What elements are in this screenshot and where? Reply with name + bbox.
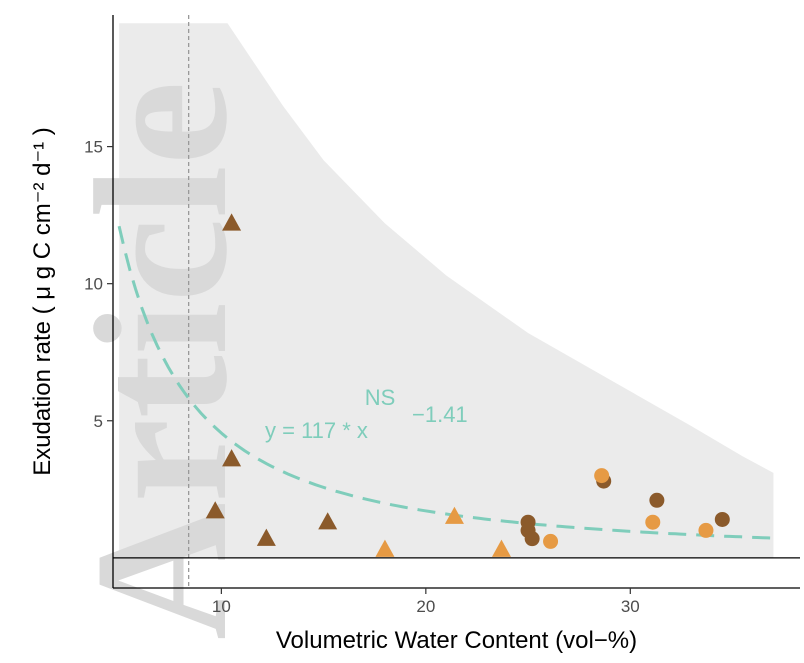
data-point-circle — [594, 468, 610, 484]
data-points — [205, 213, 730, 557]
y-axis-title: Exudation rate ( μ g C cm⁻² d⁻¹ ) — [29, 127, 56, 476]
data-point-triangle — [205, 501, 225, 519]
data-point-circle — [649, 492, 665, 508]
data-point-triangle — [444, 506, 464, 524]
x-tick-label: 10 — [212, 597, 231, 616]
annotations: NS y = 117 * x −1.41 — [265, 385, 468, 443]
prediction-band — [119, 23, 774, 558]
data-point-circle — [714, 511, 730, 527]
x-tick-label: 20 — [416, 597, 435, 616]
fit-curve — [117, 225, 774, 540]
fit-equation-label: y = 117 * x — [265, 418, 368, 443]
watermark-text: Article — [57, 81, 267, 640]
data-point-circle — [698, 522, 714, 538]
y-tick-label: 5 — [94, 412, 103, 431]
data-point-triangle — [222, 213, 242, 231]
fit-equation-exponent: −1.41 — [412, 402, 468, 427]
x-axis-title: Volumetric Water Content (vol−%) — [276, 627, 637, 654]
data-point-triangle — [375, 539, 395, 557]
axes: 10 20 30 5 10 15 Volumetric Water Content (vol… — [29, 15, 800, 654]
data-point-triangle — [222, 449, 242, 467]
reference-lines — [113, 15, 800, 588]
data-point-circle — [645, 514, 661, 530]
data-point-triangle — [256, 528, 276, 546]
x-tick-label: 30 — [621, 597, 640, 616]
data-point-triangle — [491, 539, 511, 557]
y-tick-label: 10 — [84, 275, 103, 294]
fit-curve-layer — [117, 225, 774, 540]
prediction-band-layer — [119, 23, 774, 558]
watermark: Article — [57, 81, 267, 640]
data-point-circle — [543, 533, 559, 549]
data-point-triangle — [318, 512, 338, 530]
y-tick-label: 15 — [84, 138, 103, 157]
significance-label: NS — [365, 385, 396, 410]
data-point-circle — [524, 531, 540, 547]
